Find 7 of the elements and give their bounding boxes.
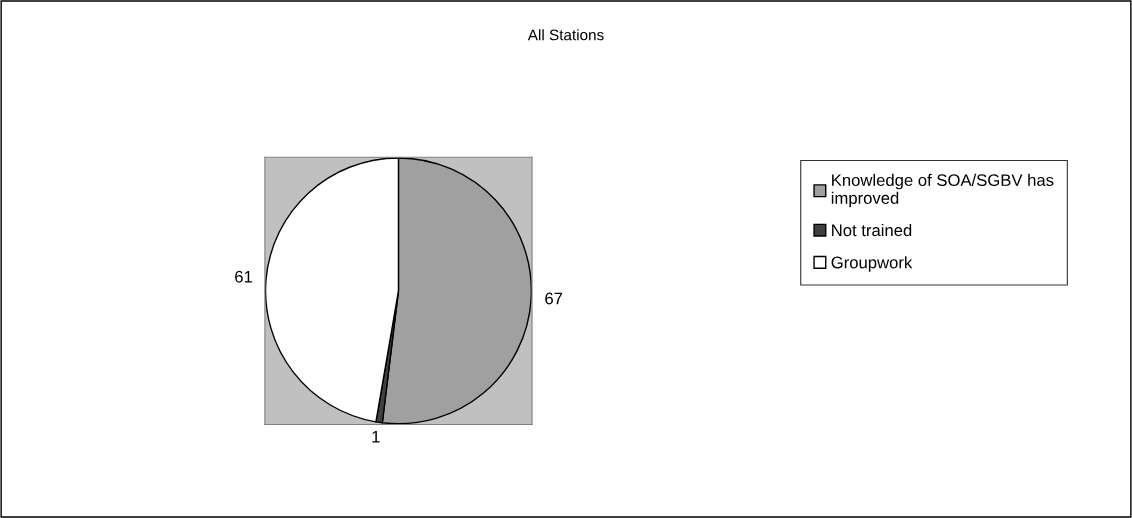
legend-label: Knowledge of SOA/SGBV has improved bbox=[831, 173, 1054, 208]
legend-label: Not trained bbox=[832, 223, 912, 237]
chart-title: All Stations bbox=[527, 29, 604, 41]
data-label: 1 bbox=[372, 430, 380, 443]
data-label: 61 bbox=[235, 270, 252, 283]
legend-label: Groupwork bbox=[831, 256, 913, 272]
data-label: 67 bbox=[545, 292, 563, 305]
